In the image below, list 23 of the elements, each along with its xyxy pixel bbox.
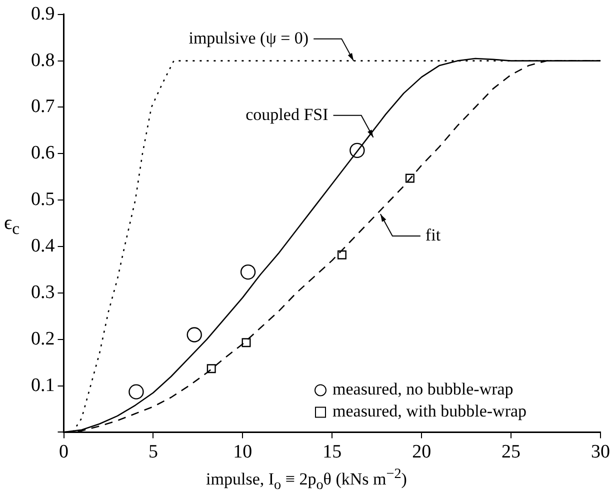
x-tick-label: 10 [233,442,252,463]
y-axis-title: ϵ$_{c}$ [4,212,20,239]
x-tick-label: 15 [322,442,342,463]
y-tick-label: 0.9 [31,3,55,24]
x-tick-label: 30 [591,442,610,463]
y-tick-label: 0.7 [31,96,55,118]
y-tick-label: 0.3 [31,282,55,303]
y-tick-label: 0.8 [31,50,55,71]
x-tick-label: 0 [59,442,68,463]
y-tick-label: 0.5 [31,189,55,210]
x-tick-label: 5 [148,442,158,463]
legend-label: measured, with bubble-wrap [332,402,527,421]
annotation: fit [425,225,441,244]
x-tick-label: 20 [412,442,432,463]
legend-label: measured, no bubble-wrap [332,380,514,399]
x-tick-label: 25 [502,442,521,463]
y-tick-label: 0.6 [31,142,55,164]
x-axis-title: impulse, I$_{o}$ ≡ 2p$_{o}$θ (kNs m$^{−2}$) [205,466,408,494]
y-tick-label: 0.1 [31,374,55,396]
annotation: coupled FSI [246,104,329,124]
y-tick-label: 0.2 [31,328,55,350]
y-tick-label: 0.4 [31,235,56,256]
annotation: impulsive (ψ = 0) [188,28,309,48]
